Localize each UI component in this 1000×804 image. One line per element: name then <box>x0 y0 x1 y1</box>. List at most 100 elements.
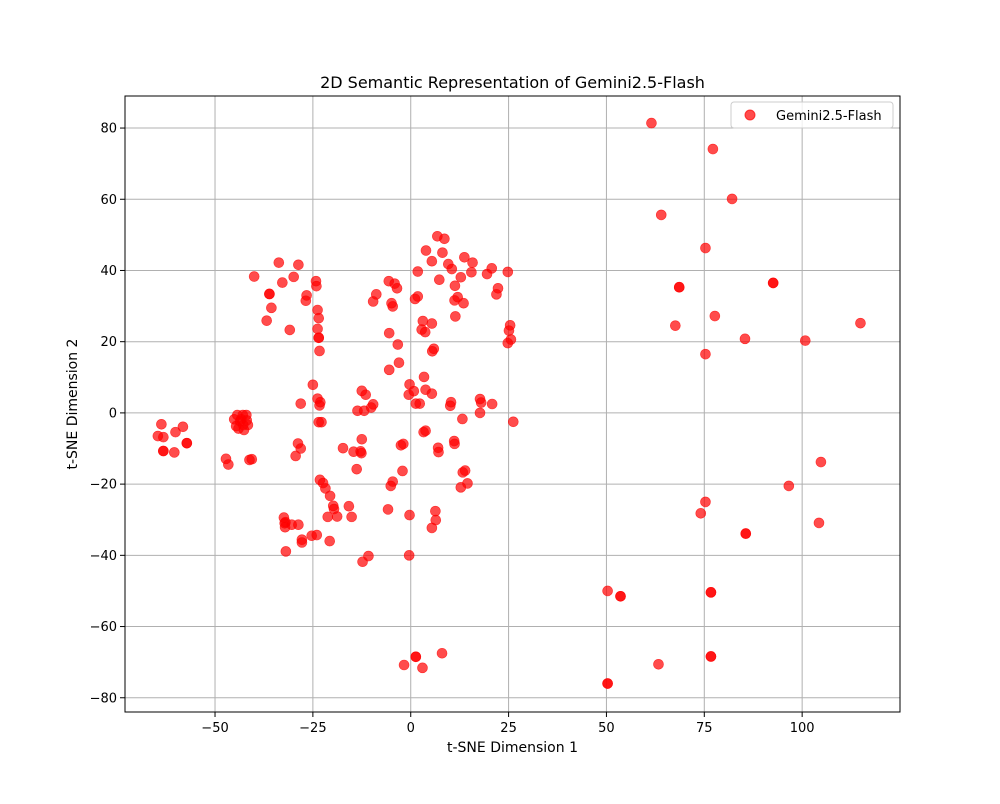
scatter-point <box>673 281 685 293</box>
scatter-point <box>502 337 514 349</box>
scatter-point <box>387 301 399 312</box>
scatter-point <box>156 418 167 430</box>
scatter-point <box>655 209 667 221</box>
grid <box>125 96 900 712</box>
scatter-point <box>799 335 811 346</box>
scatter-point <box>503 325 515 336</box>
scatter-point <box>740 528 752 539</box>
y-tick-label: −20 <box>90 478 117 493</box>
scatter-point <box>709 310 721 322</box>
scatter-point <box>739 333 751 345</box>
scatter-point <box>273 257 285 268</box>
scatter-point <box>653 658 664 670</box>
scatter-point <box>502 266 514 278</box>
y-tick-label: 40 <box>100 264 117 279</box>
scatter-point <box>855 317 866 329</box>
y-tick-label: 60 <box>100 193 117 208</box>
x-axis-label: t-SNE Dimension 1 <box>447 740 578 756</box>
scatter-point <box>264 288 275 300</box>
scatter-point <box>223 459 234 470</box>
legend: Gemini2.5-Flash <box>730 101 894 129</box>
scatter-point <box>602 678 613 689</box>
scatter-point <box>602 585 613 597</box>
scatter-point <box>398 659 410 671</box>
x-tick-label: 25 <box>500 721 517 736</box>
scatter-point <box>450 311 461 322</box>
scatter-point <box>363 550 374 562</box>
scatter-point <box>467 257 478 268</box>
scatter-point <box>343 500 355 512</box>
scatter-point <box>382 504 394 515</box>
scatter-point <box>370 289 382 300</box>
scatter-point <box>813 517 825 529</box>
scatter-point <box>695 508 707 519</box>
y-tick-label: 0 <box>109 406 117 421</box>
scatter-point <box>410 651 422 663</box>
scatter-point <box>290 450 301 462</box>
scatter-point <box>313 312 325 324</box>
scatter-point <box>383 327 395 339</box>
scatter-point <box>466 266 477 278</box>
scatter-point <box>312 323 323 335</box>
scatter-point <box>324 535 336 547</box>
scatter-point <box>314 345 325 357</box>
scatter-point <box>700 242 711 254</box>
scatter-point <box>392 339 404 350</box>
scatter-point <box>446 263 458 275</box>
scatter-point <box>646 117 657 129</box>
y-axis-label: t-SNE Dimension 2 <box>65 339 81 470</box>
scatter-point <box>705 651 717 662</box>
scatter-point <box>700 348 711 360</box>
y-tick-label: 80 <box>100 122 117 137</box>
scatter-point <box>417 662 428 674</box>
scatter-point <box>783 480 795 492</box>
scatter-point <box>615 590 626 602</box>
scatter-point <box>507 416 519 428</box>
axes-frame <box>124 95 901 713</box>
y-tick-label: −40 <box>90 549 117 564</box>
scatter-point <box>462 478 473 489</box>
scatter-point <box>412 266 424 277</box>
scatter-point <box>316 416 327 428</box>
scatter-point <box>169 447 180 458</box>
scatter-point <box>360 389 372 401</box>
scatter-point <box>474 407 486 419</box>
scatter-point <box>420 245 432 256</box>
scatter-point <box>426 522 438 534</box>
scatter-point <box>457 413 468 425</box>
scatter-point <box>246 453 258 465</box>
scatter-point <box>387 476 399 487</box>
scatter-point <box>670 320 681 331</box>
scatter-point <box>705 587 717 598</box>
scatter-point <box>383 364 395 376</box>
scatter-point <box>295 443 307 454</box>
scatter-point <box>293 259 304 271</box>
scatter-point <box>426 318 438 329</box>
scatter-point <box>393 357 405 368</box>
scatter-point <box>428 343 440 355</box>
scatter-point <box>295 398 307 409</box>
y-tick-label: 20 <box>100 335 117 350</box>
scatter-point <box>313 332 325 344</box>
legend-box <box>730 101 894 129</box>
scatter-point <box>418 371 430 383</box>
scatter-point <box>324 490 336 502</box>
x-tick-label: −50 <box>201 721 228 736</box>
scatter-point <box>288 271 299 283</box>
scatter-point <box>403 550 415 561</box>
scatter-point <box>177 421 189 433</box>
scatter-point <box>486 398 498 410</box>
scatter-point <box>261 315 272 326</box>
scatter-point <box>434 274 445 286</box>
chart-title: 2D Semantic Representation of Gemini2.5-… <box>320 73 705 92</box>
scatter-point <box>433 446 444 458</box>
ticks: −50 −25 0 25 50 75 100 −80 −60 −40 −20 0 20 40 60 80 <box>90 122 815 736</box>
x-tick-label: −25 <box>299 721 326 736</box>
scatter-point <box>445 396 457 408</box>
scatter-point <box>700 496 711 508</box>
scatter-point <box>356 447 367 459</box>
scatter-point <box>486 263 498 274</box>
scatter-point <box>397 438 409 450</box>
x-tick-label: 50 <box>598 721 615 736</box>
